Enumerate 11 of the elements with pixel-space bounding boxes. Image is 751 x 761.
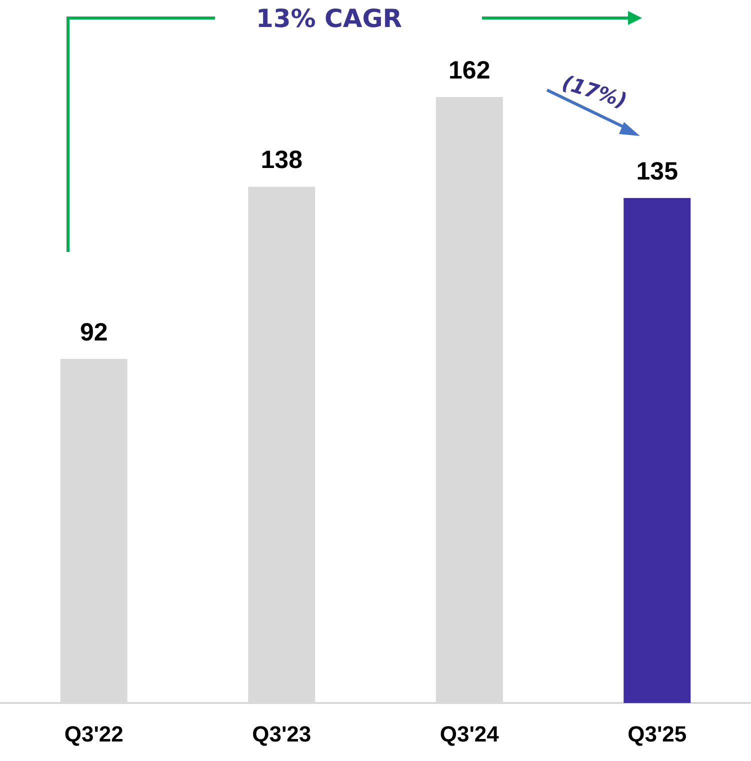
x-tick-label: Q3'25: [628, 722, 687, 746]
text: 13% CAGR: [256, 4, 402, 33]
data-label: 162: [448, 56, 490, 84]
annotation: (17%): [559, 70, 630, 113]
data-label: 135: [636, 157, 678, 186]
x-tick-label: Q3'23: [252, 722, 312, 746]
data-label: 138: [260, 146, 303, 174]
x-tick-label: Q3'24: [440, 722, 500, 746]
bar: [624, 198, 691, 703]
x-tick-label: Q3'22: [64, 722, 124, 746]
data-label: 92: [80, 318, 108, 346]
